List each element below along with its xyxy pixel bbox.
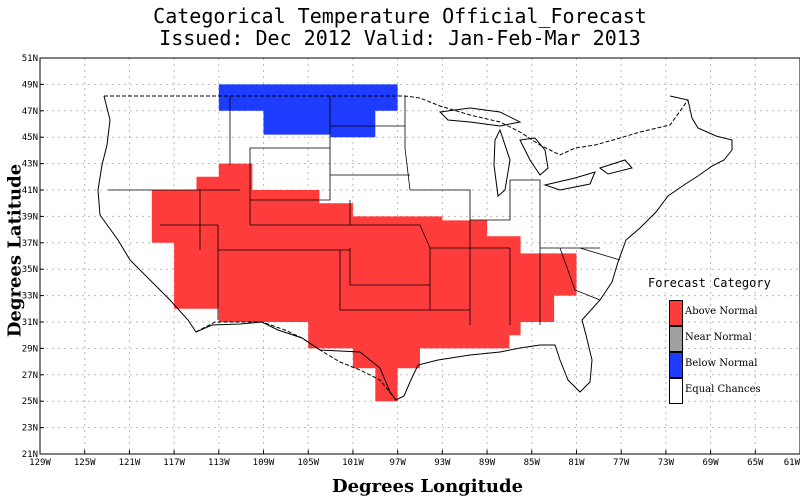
x-tick-label: 73W xyxy=(658,458,675,468)
x-tick-label: 125W xyxy=(74,458,96,468)
x-tick-label: 85W xyxy=(524,458,541,468)
x-tick-label: 113W xyxy=(208,458,230,468)
y-tick-label: 43N xyxy=(22,160,38,170)
x-tick-label: 89W xyxy=(479,458,496,468)
legend-swatch xyxy=(669,378,683,404)
x-tick-label: 109W xyxy=(253,458,275,468)
y-tick-label: 37N xyxy=(22,239,38,249)
map-title-line2: Issued: Dec 2012 Valid: Jan-Feb-Mar 2013 xyxy=(159,26,641,50)
legend-label: Above Normal xyxy=(685,306,758,317)
legend-swatch xyxy=(669,300,683,326)
y-tick-label: 51N xyxy=(22,54,38,64)
above-normal-region xyxy=(151,163,577,402)
y-tick-label: 29N xyxy=(22,344,38,354)
y-tick-label: 45N xyxy=(22,133,38,143)
x-tick-label: 65W xyxy=(747,458,764,468)
y-tick-label: 27N xyxy=(22,371,38,381)
legend-swatch xyxy=(669,326,683,352)
mexico-border xyxy=(195,321,397,401)
x-tick-label: 61W xyxy=(784,458,800,468)
map-frame xyxy=(39,57,800,455)
y-tick-label: 31N xyxy=(22,318,38,328)
state-borders xyxy=(108,96,621,325)
legend-swatch xyxy=(669,352,683,378)
y-tick-label: 21N xyxy=(22,450,38,460)
x-tick-label: 77W xyxy=(613,458,630,468)
below-normal-region xyxy=(218,84,398,138)
legend-title: Forecast Category xyxy=(648,276,771,290)
y-tick-label: 41N xyxy=(22,186,38,196)
y-axis-label: Degrees Latitude xyxy=(4,163,26,338)
x-tick-label: 105W xyxy=(297,458,319,468)
x-tick-label: 93W xyxy=(434,458,451,468)
canada-border xyxy=(104,95,689,156)
us-coastline xyxy=(97,95,733,401)
y-tick-label: 35N xyxy=(22,265,38,275)
x-tick-label: 97W xyxy=(390,458,407,468)
y-tick-label: 47N xyxy=(22,107,38,117)
legend-label: Near Normal xyxy=(685,332,752,343)
map-title-line1: Categorical Temperature Official_Forecas… xyxy=(153,4,647,28)
y-tick-label: 25N xyxy=(22,397,38,407)
y-tick-labels: 51N 49N 47N 45N 43N 41N 39N 37N 35N 33N 31N 29N 27N 2… xyxy=(22,54,38,460)
y-tick-label: 39N xyxy=(22,212,38,222)
y-tick-label: 33N xyxy=(22,292,38,302)
x-tick-label: 101W xyxy=(342,458,364,468)
legend-label: Equal Chances xyxy=(685,384,761,395)
x-tick-label: 69W xyxy=(702,458,719,468)
x-tick-label: 129W xyxy=(29,458,51,468)
x-tick-label: 121W xyxy=(119,458,141,468)
x-tick-label: 81W xyxy=(568,458,585,468)
x-tick-labels: 129W 125W 121W 117W 113W 109W 105W 101W 97W 93W 89… xyxy=(29,458,800,468)
x-tick-label: 117W xyxy=(163,458,185,468)
legend-label: Below Normal xyxy=(685,358,758,369)
great-lakes xyxy=(438,107,633,197)
y-tick-label: 49N xyxy=(22,80,38,90)
y-tick-label: 23N xyxy=(22,424,38,434)
x-axis-label: Degrees Longitude xyxy=(331,476,524,497)
